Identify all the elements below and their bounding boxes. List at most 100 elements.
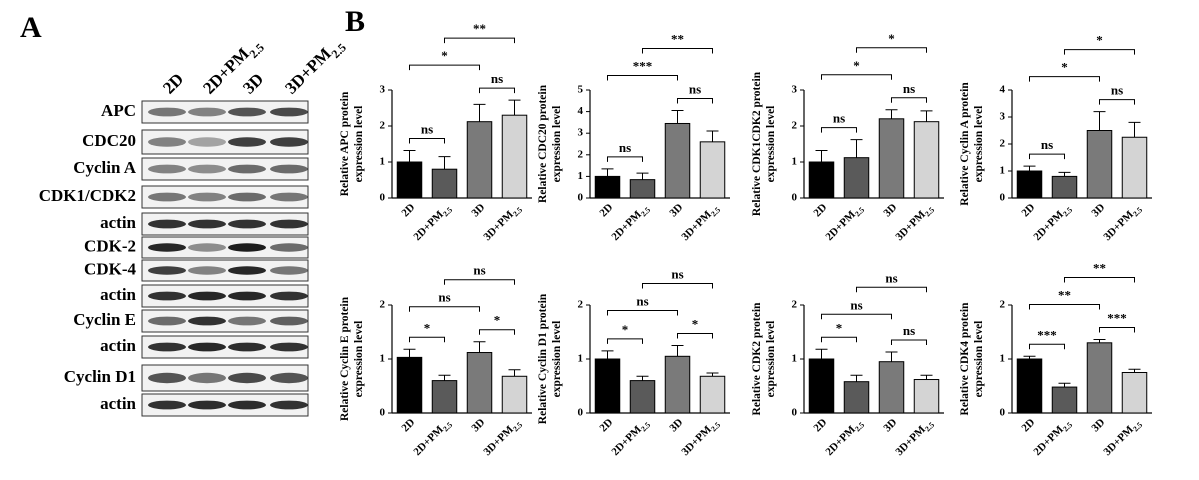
significance-bracket: [479, 329, 515, 335]
panel-label: B: [345, 5, 365, 38]
significance-label: *: [494, 313, 501, 328]
x-tick-label: 2D: [399, 416, 417, 434]
significance-label: *: [1061, 60, 1068, 75]
x-tick-label: 2D: [399, 201, 417, 219]
significance-label: ns: [438, 290, 450, 305]
y-axis-label-line: Relative APC protein: [339, 91, 351, 196]
y-tick-label: 0: [1000, 192, 1006, 204]
row-label: Cyclin A: [73, 158, 137, 177]
significance-label: ns: [885, 270, 897, 285]
y-tick-label: 1: [380, 156, 386, 168]
y-tick-label: 0: [578, 192, 584, 204]
row-label: Cyclin D1: [64, 367, 136, 386]
y-tick-label: 0: [578, 407, 584, 419]
y-axis-label: Relative Cyclin D1 protein expression lev…: [537, 293, 563, 424]
y-tick-label: 2: [578, 148, 584, 160]
y-axis-label: Relative APC protein expression level: [339, 91, 365, 196]
blot-band: [148, 107, 186, 117]
y-tick-label: 3: [1000, 111, 1006, 123]
y-tick-label: 0: [380, 407, 386, 419]
blot-band: [270, 243, 308, 252]
x-tick-label: 3D: [881, 416, 899, 434]
error-bar: [636, 172, 649, 180]
lane-label: 2D: [159, 69, 187, 97]
blot-band: [228, 316, 266, 326]
x-tick-label: 2D+PM2.5: [823, 201, 866, 244]
y-axis-label-line: Relative Cyclin D1 protein: [537, 293, 549, 424]
y-axis-label: Relative CDC20 protein expression level: [537, 84, 563, 203]
significance-bracket: [607, 338, 643, 344]
error-bar: [1093, 339, 1106, 343]
x-tick-label: 2D+PM2.5: [823, 416, 866, 459]
y-axis-label: Relative CDK4 protein expression level: [959, 302, 985, 415]
blot-band: [148, 164, 186, 174]
y-axis-label-line: expression level: [353, 321, 365, 398]
blot-band: [270, 137, 308, 147]
significance-bracket: [856, 286, 927, 293]
bar: [878, 118, 905, 199]
error-bar: [885, 109, 898, 119]
y-axis-label-line: Relative CDC20 protein: [537, 84, 549, 203]
error-bar: [671, 345, 684, 357]
significance-bracket: [607, 156, 643, 162]
y-tick-label: 1: [578, 353, 584, 365]
bar: [396, 161, 423, 199]
y-axis-label-line: expression level: [551, 106, 563, 183]
x-tick-label: 3D: [1089, 416, 1107, 434]
error-bar: [815, 149, 828, 162]
blot-band: [188, 291, 226, 301]
error-bar: [636, 375, 649, 381]
bar: [466, 121, 493, 199]
bar: [1016, 170, 1043, 199]
bar: [396, 356, 423, 414]
error-bar: [601, 168, 614, 177]
significance-bracket: [444, 37, 515, 44]
blot-band: [148, 316, 186, 326]
row-label: CDK-2: [84, 236, 136, 255]
x-tick-label: 2D: [1019, 201, 1037, 219]
significance-bracket: [1099, 99, 1135, 105]
significance-label: *: [424, 320, 431, 335]
bar: [1051, 386, 1078, 414]
lane-label: 3D: [239, 69, 267, 97]
significance-label: ***: [633, 59, 653, 74]
significance-label: *: [888, 31, 895, 46]
x-tick-label: 2D: [597, 201, 615, 219]
y-tick-label: 1: [792, 156, 798, 168]
x-tick-label: 3D: [881, 201, 899, 219]
significance-label: ***: [1107, 311, 1127, 326]
panel-label: A: [20, 11, 42, 44]
y-axis-label-line: Relative CDK1CDK2 protein: [751, 71, 763, 216]
x-tick-label: 3D+PM2.5: [1101, 201, 1144, 244]
x-tick-label: 3D+PM2.5: [1101, 416, 1144, 459]
bar: [913, 121, 940, 199]
significance-bracket: [444, 279, 515, 285]
x-tick-label: 2D+PM2.5: [1031, 416, 1074, 459]
significance-bracket: [1029, 76, 1100, 82]
error-bar: [601, 350, 614, 359]
blot-band: [270, 107, 308, 117]
significance-bracket: [856, 47, 927, 53]
y-axis-label: Relative Cyclin A protein expression leve…: [959, 82, 985, 206]
error-bar: [671, 110, 684, 124]
bar: [431, 168, 458, 199]
bar: [629, 380, 656, 414]
significance-label: **: [1093, 261, 1106, 276]
error-bar: [438, 374, 451, 381]
y-axis-label: Relative CDK1CDK2 protein expression leve…: [751, 71, 777, 216]
bar: [629, 179, 656, 199]
bar: [843, 157, 870, 199]
error-bar: [1093, 111, 1106, 131]
error-bar: [920, 374, 933, 380]
x-tick-label: 3D+PM2.5: [481, 201, 524, 244]
bar: [878, 361, 905, 414]
blot-band: [188, 192, 226, 202]
blot-band: [188, 266, 226, 275]
blot-band: [188, 400, 226, 410]
y-axis-label-line: Relative CDK4 protein: [959, 302, 971, 415]
bar: [1051, 175, 1078, 199]
y-axis-label: Relative CDK2 protein expression level: [751, 302, 777, 415]
significance-bracket: [891, 339, 927, 345]
error-bar: [508, 369, 521, 377]
blot-band: [270, 192, 308, 202]
